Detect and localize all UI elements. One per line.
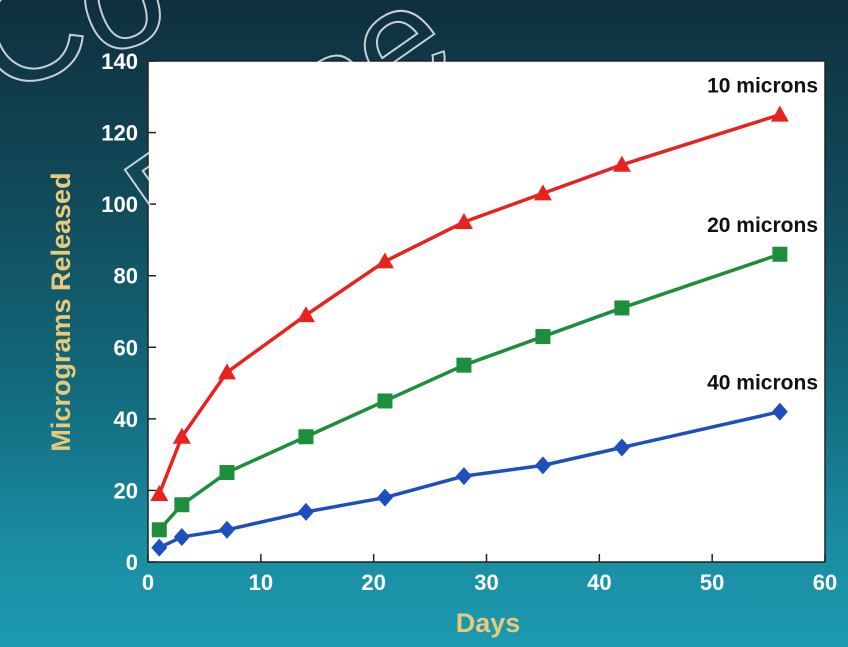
- x-tick-label: 50: [700, 570, 724, 595]
- y-axis-title: Micrograms Released: [46, 172, 76, 451]
- data-point: [377, 393, 392, 408]
- data-point: [219, 465, 234, 480]
- data-point: [174, 497, 189, 512]
- x-tick-label: 60: [813, 570, 837, 595]
- data-point: [535, 329, 550, 344]
- series-label: 40 microns: [707, 372, 818, 395]
- data-point: [456, 358, 471, 373]
- series-label: 10 microns: [707, 75, 818, 98]
- x-tick-label: 30: [474, 570, 498, 595]
- data-point: [152, 522, 167, 537]
- x-tick-label: 40: [587, 570, 611, 595]
- data-point: [614, 300, 629, 315]
- y-tick-label: 60: [114, 335, 138, 360]
- x-tick-label: 0: [142, 570, 154, 595]
- y-tick-label: 20: [114, 478, 138, 503]
- x-tick-label: 20: [361, 570, 385, 595]
- y-tick-label: 0: [126, 550, 138, 575]
- data-point: [298, 429, 313, 444]
- x-axis-title: Days: [456, 608, 521, 638]
- y-tick-label: 40: [114, 407, 138, 432]
- y-tick-label: 80: [114, 264, 138, 289]
- data-point: [772, 247, 787, 262]
- x-tick-label: 10: [249, 570, 273, 595]
- series-label: 20 microns: [707, 214, 818, 237]
